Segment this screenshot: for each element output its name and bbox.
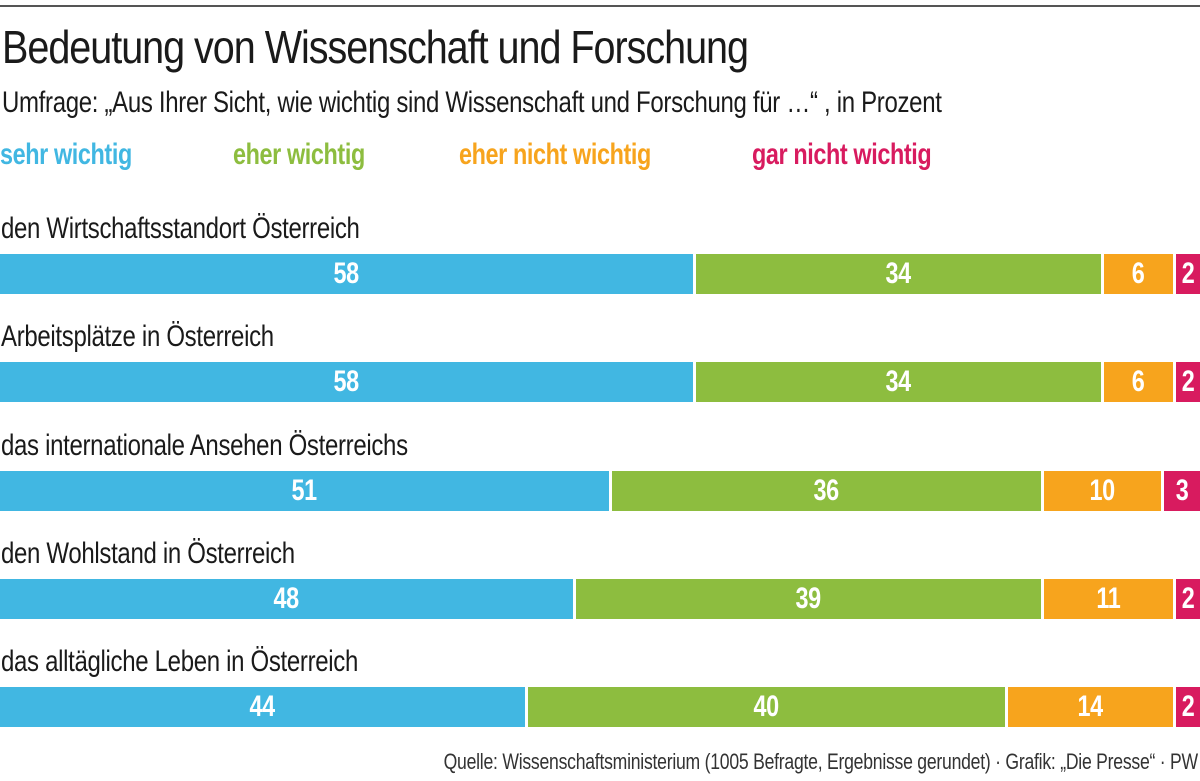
bar-row: 51 36 10 3 (0, 470, 1200, 511)
bar-segment: 48 (0, 578, 573, 619)
data-label: 3 (1175, 473, 1189, 507)
data-label: 39 (795, 581, 822, 615)
data-label: 40 (753, 690, 780, 724)
bar-segment: 11 (1044, 578, 1173, 619)
data-label: 2 (1181, 257, 1195, 290)
data-label: 2 (1181, 365, 1195, 399)
data-label: 51 (291, 473, 318, 507)
bar-segment: 2 (1176, 687, 1200, 728)
bar-segment: 34 (696, 254, 1101, 294)
chart-subtitle: Umfrage: „Aus Ihrer Sicht, wie wichtig s… (2, 86, 942, 119)
chart-title: Bedeutung von Wissenschaft und Forschung (2, 21, 749, 73)
data-label: 58 (333, 257, 360, 290)
category-label: das alltägliche Leben in Österreich (1, 645, 359, 679)
category-label: den Wirtschaftsstandort Österreich (1, 212, 360, 245)
source-note: Quelle: Wissenschaftsministerium (1005 B… (443, 749, 1199, 774)
bar-segment: 58 (0, 254, 693, 294)
data-label: 34 (885, 257, 912, 290)
bar-segment: 44 (0, 687, 525, 728)
data-label: 2 (1181, 581, 1195, 615)
data-label: 36 (813, 473, 840, 507)
legend-item-gar-nicht-wichtig: gar nicht wichtig (752, 138, 932, 171)
bar-segment: 10 (1044, 470, 1161, 511)
bar-segment: 36 (612, 470, 1041, 511)
data-label: 34 (885, 365, 912, 399)
bar-segment: 2 (1176, 578, 1200, 619)
category-label: Arbeitsplätze in Österreich (1, 320, 274, 354)
bar-segment: 3 (1164, 470, 1200, 511)
data-label: 58 (333, 365, 360, 399)
category-label: das internationale Ansehen Österreichs (1, 428, 408, 462)
bar-segment: 51 (0, 470, 609, 511)
data-label: 2 (1181, 690, 1195, 724)
bar-row: 58 34 6 2 (0, 362, 1200, 403)
bar-segment: 34 (696, 362, 1101, 403)
bar-segment: 58 (0, 362, 693, 403)
data-label: 6 (1132, 257, 1145, 290)
legend-item-eher-nicht-wichtig: eher nicht wichtig (459, 138, 651, 171)
legend-item-sehr-wichtig: sehr wichtig (0, 138, 132, 171)
legend: sehr wichtig eher wichtig eher nicht wic… (0, 138, 1200, 178)
bar-segment: 2 (1176, 254, 1200, 294)
legend-item-eher-wichtig: eher wichtig (233, 138, 365, 171)
bar-segment: 39 (576, 578, 1041, 619)
bar-segment: 6 (1104, 362, 1173, 403)
bar-row: 44 40 14 2 (0, 687, 1200, 728)
bar-segment: 40 (528, 687, 1005, 728)
bar-segment: 6 (1104, 254, 1173, 294)
bar-row: 48 39 11 2 (0, 578, 1200, 619)
category-label: den Wohlstand in Österreich (1, 536, 295, 570)
data-label: 44 (249, 690, 276, 724)
bar-segment: 2 (1176, 362, 1200, 403)
top-rule (0, 5, 1200, 7)
data-label: 14 (1077, 690, 1104, 724)
bar-row: 58 34 6 2 (0, 254, 1200, 294)
data-label: 10 (1089, 473, 1116, 507)
data-label: 6 (1132, 365, 1145, 399)
data-label: 48 (273, 581, 300, 615)
bar-segment: 14 (1008, 687, 1173, 728)
data-label: 11 (1096, 581, 1121, 615)
